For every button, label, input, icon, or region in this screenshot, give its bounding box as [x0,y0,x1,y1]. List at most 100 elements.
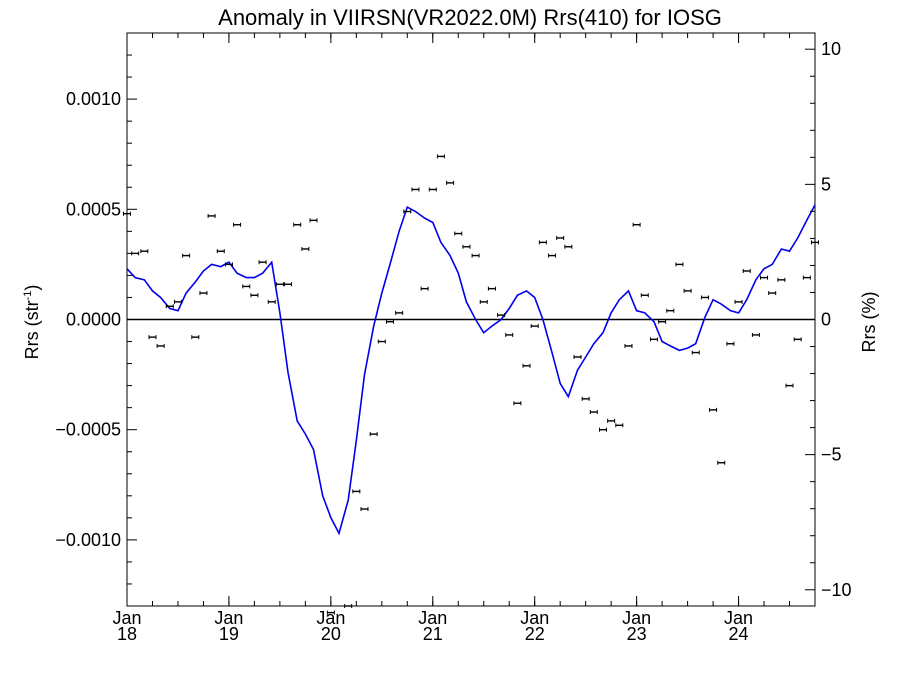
data-point [548,253,557,258]
x-tick-label-year: 18 [117,624,137,644]
y-axis-right: 10 5 0 −5 −10 [805,39,852,600]
data-point [726,341,735,346]
data-point [242,284,251,289]
data-points-group [123,154,819,615]
y-right-tick-label: 5 [821,174,831,194]
data-point [428,187,437,192]
y-left-tick-label: 0.0005 [66,199,121,219]
data-point [462,244,471,249]
data-point [658,319,667,324]
data-point [352,489,361,494]
data-point [377,339,386,344]
data-point [403,209,412,214]
data-point [675,262,684,267]
data-point [497,313,506,318]
data-point [385,319,394,324]
data-point [173,299,182,304]
data-point [471,253,480,258]
data-point [581,396,590,401]
x-tick-label-year: 19 [219,624,239,644]
data-point [505,332,514,337]
data-point [360,507,369,512]
data-point [691,350,700,355]
y-right-tick-label: 0 [821,310,831,330]
data-point [742,269,751,274]
data-point [811,240,819,245]
data-point [598,427,607,432]
data-point [395,310,404,315]
data-point [802,275,811,280]
data-point [734,299,743,304]
data-point [454,231,463,236]
x-tick-label-year: 24 [729,624,749,644]
data-point [446,180,455,185]
data-point [344,604,353,608]
y-left-tick-label: 0.0010 [66,89,121,109]
data-point [700,295,709,300]
anomaly-trend-line [126,204,816,536]
x-tick-label-year: 20 [321,624,341,644]
series-line-group [126,204,816,536]
y-left-tick-label: −0.0010 [55,530,121,550]
x-tick-label-year: 21 [423,624,443,644]
data-point [589,410,598,415]
data-point [615,423,624,428]
data-point [666,308,675,313]
data-point [301,246,310,251]
y-right-tick-label: 10 [821,39,841,59]
data-point [207,213,216,218]
data-point [182,253,191,258]
data-point [191,335,200,340]
data-point [436,154,445,159]
data-point [420,286,429,291]
data-point [564,244,573,249]
x-tick-label-month: Jan [622,608,651,628]
y-left-tick-label: 0.0000 [66,310,121,330]
data-point [760,275,769,280]
plot-area [123,32,819,615]
y-right-tick-label: −5 [821,445,842,465]
x-tick-label-month: Jan [520,608,549,628]
data-point [233,222,242,227]
data-point [768,291,777,296]
data-point [513,401,522,406]
data-point [785,383,794,388]
data-point [777,277,786,282]
data-point [709,407,718,412]
x-tick-label-month: Jan [316,608,345,628]
data-point [148,335,157,340]
data-point [683,288,692,293]
data-point [131,251,140,256]
data-point [556,235,565,240]
y-axis-right-label: Rrs (%) [859,292,879,353]
y-right-tick-label: −10 [821,580,852,600]
data-point [538,240,547,245]
x-tick-label-month: Jan [214,608,243,628]
data-point [293,222,302,227]
data-point [793,337,802,342]
data-point [411,187,420,192]
data-point [649,337,658,342]
data-point [487,286,496,291]
data-point [632,222,641,227]
data-point [199,291,208,296]
data-point [123,211,131,216]
data-point [275,282,284,287]
data-point [216,249,225,254]
data-point [165,304,174,309]
data-point [156,343,165,348]
data-point [258,260,267,265]
x-tick-label-month: Jan [418,608,447,628]
data-point [267,299,276,304]
data-point [717,460,726,465]
data-point [479,299,488,304]
y-left-tick-label: −0.0005 [55,420,121,440]
data-point [309,218,318,223]
y-axis-left-label-close: ) [22,285,42,291]
data-point [607,418,616,423]
data-point [140,249,149,254]
data-point [530,324,539,329]
data-point [522,363,531,368]
